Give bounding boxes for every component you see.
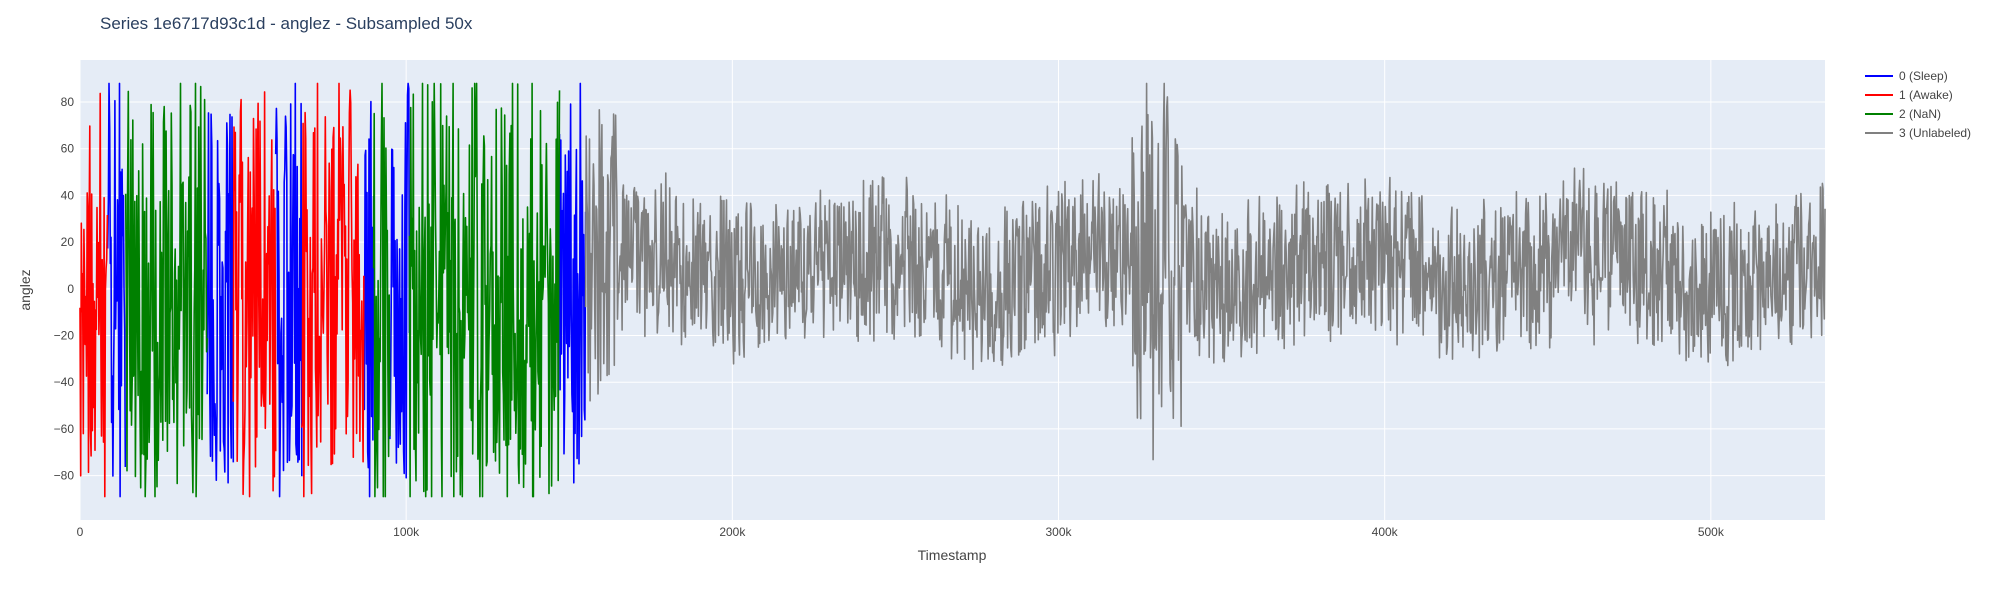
legend-label-unlabeled: 3 (Unlabeled) bbox=[1899, 125, 1972, 140]
series-line-2-segment-1 bbox=[372, 82, 391, 498]
series-line-2-segment-0 bbox=[124, 82, 208, 498]
series-line-1-segment-2 bbox=[301, 82, 365, 498]
legend-item-sleep[interactable]: 0 (Sleep) bbox=[1865, 66, 1971, 85]
ticks-layer: 80 60 40 20 0 −20 −40 −60 −80 0 100k 200k 300k 400k 50… bbox=[54, 95, 1725, 539]
legend-item-awake[interactable]: 1 (Awake) bbox=[1865, 85, 1971, 104]
legend-label-awake: 1 (Awake) bbox=[1899, 87, 1953, 102]
series-line-1-segment-0 bbox=[79, 92, 109, 498]
y-tick-label: 60 bbox=[61, 142, 75, 156]
y-tick-label: −40 bbox=[54, 375, 75, 389]
y-tick-label: 40 bbox=[61, 188, 75, 202]
x-tick-label: 300k bbox=[1045, 525, 1072, 539]
series-line-3-segment-0 bbox=[584, 82, 1826, 461]
y-tick-label: 0 bbox=[67, 282, 74, 296]
x-tick-label: 500k bbox=[1698, 525, 1725, 539]
legend-label-nan: 2 (NaN) bbox=[1899, 106, 1942, 121]
x-tick-label: 100k bbox=[393, 525, 420, 539]
series-line-0-segment-4 bbox=[389, 82, 411, 479]
x-tick-label: 400k bbox=[1372, 525, 1399, 539]
y-tick-label: 80 bbox=[61, 95, 75, 109]
x-tick-label: 200k bbox=[719, 525, 746, 539]
series-line-0-segment-0 bbox=[106, 82, 127, 498]
series-line-0-segment-1 bbox=[206, 112, 235, 484]
series-line-2-segment-2 bbox=[408, 82, 561, 498]
series-line-1-segment-1 bbox=[232, 91, 277, 498]
legend-swatch-awake bbox=[1865, 93, 1893, 96]
legend: 0 (Sleep) 1 (Awake) 2 (NaN) 3 (Unlabeled… bbox=[1865, 66, 1971, 142]
series-line-0-segment-2 bbox=[274, 82, 303, 498]
series-line-0-segment-5 bbox=[558, 82, 587, 484]
legend-swatch-nan bbox=[1865, 112, 1893, 115]
legend-swatch-sleep bbox=[1865, 74, 1893, 77]
legend-label-sleep: 0 (Sleep) bbox=[1899, 68, 1948, 83]
y-tick-label: −60 bbox=[54, 422, 75, 436]
y-tick-label: −80 bbox=[54, 469, 75, 483]
y-axis-title: anglez bbox=[17, 269, 33, 310]
chart-title: Series 1e6717d93c1d - anglez - Subsample… bbox=[100, 14, 473, 33]
legend-item-unlabeled[interactable]: 3 (Unlabeled) bbox=[1865, 123, 1971, 142]
legend-item-nan[interactable]: 2 (NaN) bbox=[1865, 104, 1971, 123]
x-axis-title: Timestamp bbox=[918, 547, 987, 563]
series-layer bbox=[79, 82, 1826, 498]
y-tick-label: 20 bbox=[61, 235, 75, 249]
legend-swatch-unlabeled bbox=[1865, 131, 1893, 134]
series-line-0-segment-3 bbox=[363, 100, 375, 498]
x-tick-label: 0 bbox=[77, 525, 84, 539]
y-tick-label: −20 bbox=[54, 329, 75, 343]
